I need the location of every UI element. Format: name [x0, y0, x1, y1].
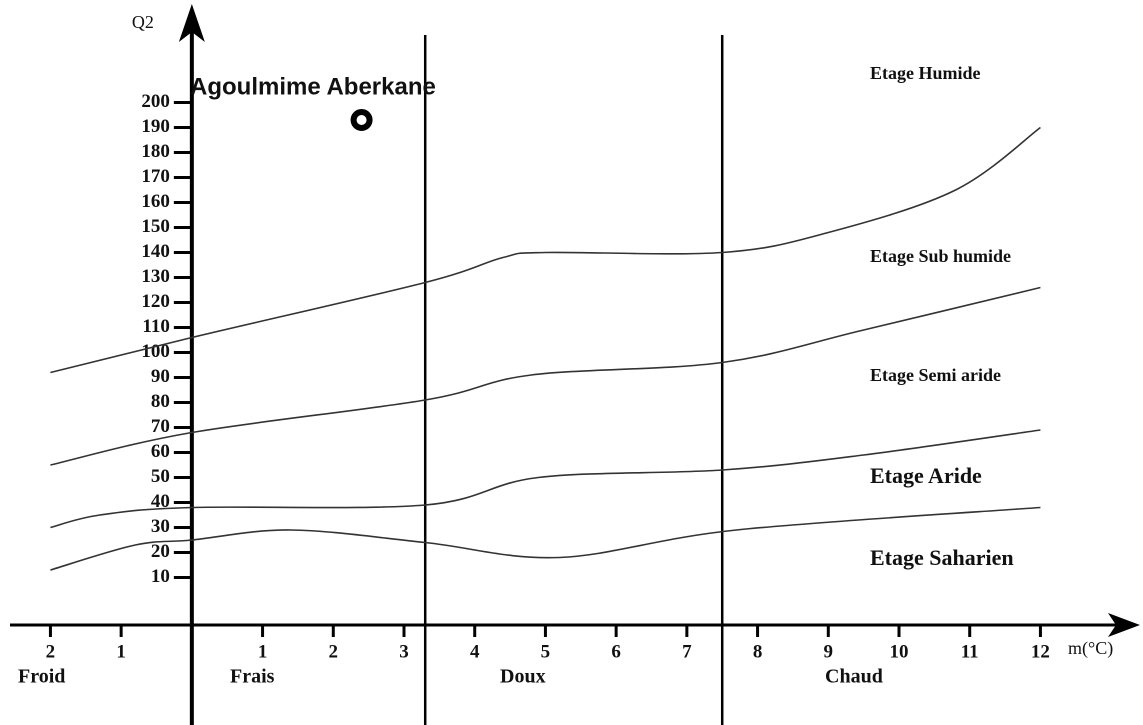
y-tick-label: 70: [151, 416, 170, 437]
x-tick-label: 12: [1031, 641, 1050, 662]
x-tick-label: 7: [682, 641, 692, 662]
y-axis-arrow: [178, 4, 205, 42]
zone-label: Etage Aride: [870, 463, 982, 488]
region-label: Chaud: [825, 666, 883, 688]
y-tick-label: 120: [141, 291, 170, 312]
y-tick-label: 170: [141, 166, 170, 187]
x-tick-label: 2: [46, 641, 56, 662]
y-tick-label: 200: [141, 91, 170, 112]
x-tick-label: 3: [399, 641, 409, 662]
boundary-curve: [50, 286, 1041, 466]
zone-label: Etage Sub humide: [870, 246, 1011, 266]
y-axis-label: Q2: [132, 12, 154, 32]
y-tick-label: 40: [151, 491, 170, 512]
y-tick-label: 50: [151, 466, 170, 487]
y-tick-label: 110: [142, 316, 169, 337]
y-tick-label: 130: [141, 266, 170, 287]
x-tick-label: 8: [753, 641, 763, 662]
x-tick-label: 10: [890, 641, 909, 662]
x-axis-label: m(°C): [1068, 638, 1113, 659]
x-tick-label: 2: [329, 641, 339, 662]
y-tick-label: 80: [151, 391, 170, 412]
x-tick-label: 9: [824, 641, 834, 662]
boundary-curve: [50, 429, 1041, 529]
y-tick-label: 90: [151, 366, 170, 387]
y-tick-label: 140: [141, 241, 170, 262]
x-tick-label: 1: [258, 641, 268, 662]
x-tick-label: 1: [116, 641, 126, 662]
y-tick-label: 100: [141, 341, 170, 362]
y-tick-label: 60: [151, 441, 170, 462]
x-tick-label: 4: [470, 641, 480, 662]
site-point: [350, 109, 373, 131]
region-label: Doux: [500, 666, 546, 688]
region-label: Froid: [18, 666, 65, 688]
zone-label: Etage Semi aride: [870, 365, 1001, 385]
boundary-curve: [50, 506, 1041, 571]
x-tick-label: 11: [961, 641, 979, 662]
x-axis-arrow: [1108, 613, 1140, 637]
y-tick-label: 10: [151, 566, 170, 587]
y-tick-label: 30: [151, 516, 170, 537]
y-tick-label: 160: [141, 191, 170, 212]
x-tick-label: 5: [541, 641, 551, 662]
boundary-curve: [50, 126, 1041, 374]
y-tick-label: 150: [141, 216, 170, 237]
x-tick-label: 6: [611, 641, 621, 662]
y-tick-label: 190: [141, 116, 170, 137]
zone-label: Etage Saharien: [870, 545, 1014, 570]
y-tick-label: 20: [151, 541, 170, 562]
y-tick-label: 180: [141, 141, 170, 162]
site-label: Agoulmime Aberkane: [190, 73, 436, 100]
region-label: Frais: [230, 666, 275, 688]
zone-label: Etage Humide: [870, 63, 981, 83]
